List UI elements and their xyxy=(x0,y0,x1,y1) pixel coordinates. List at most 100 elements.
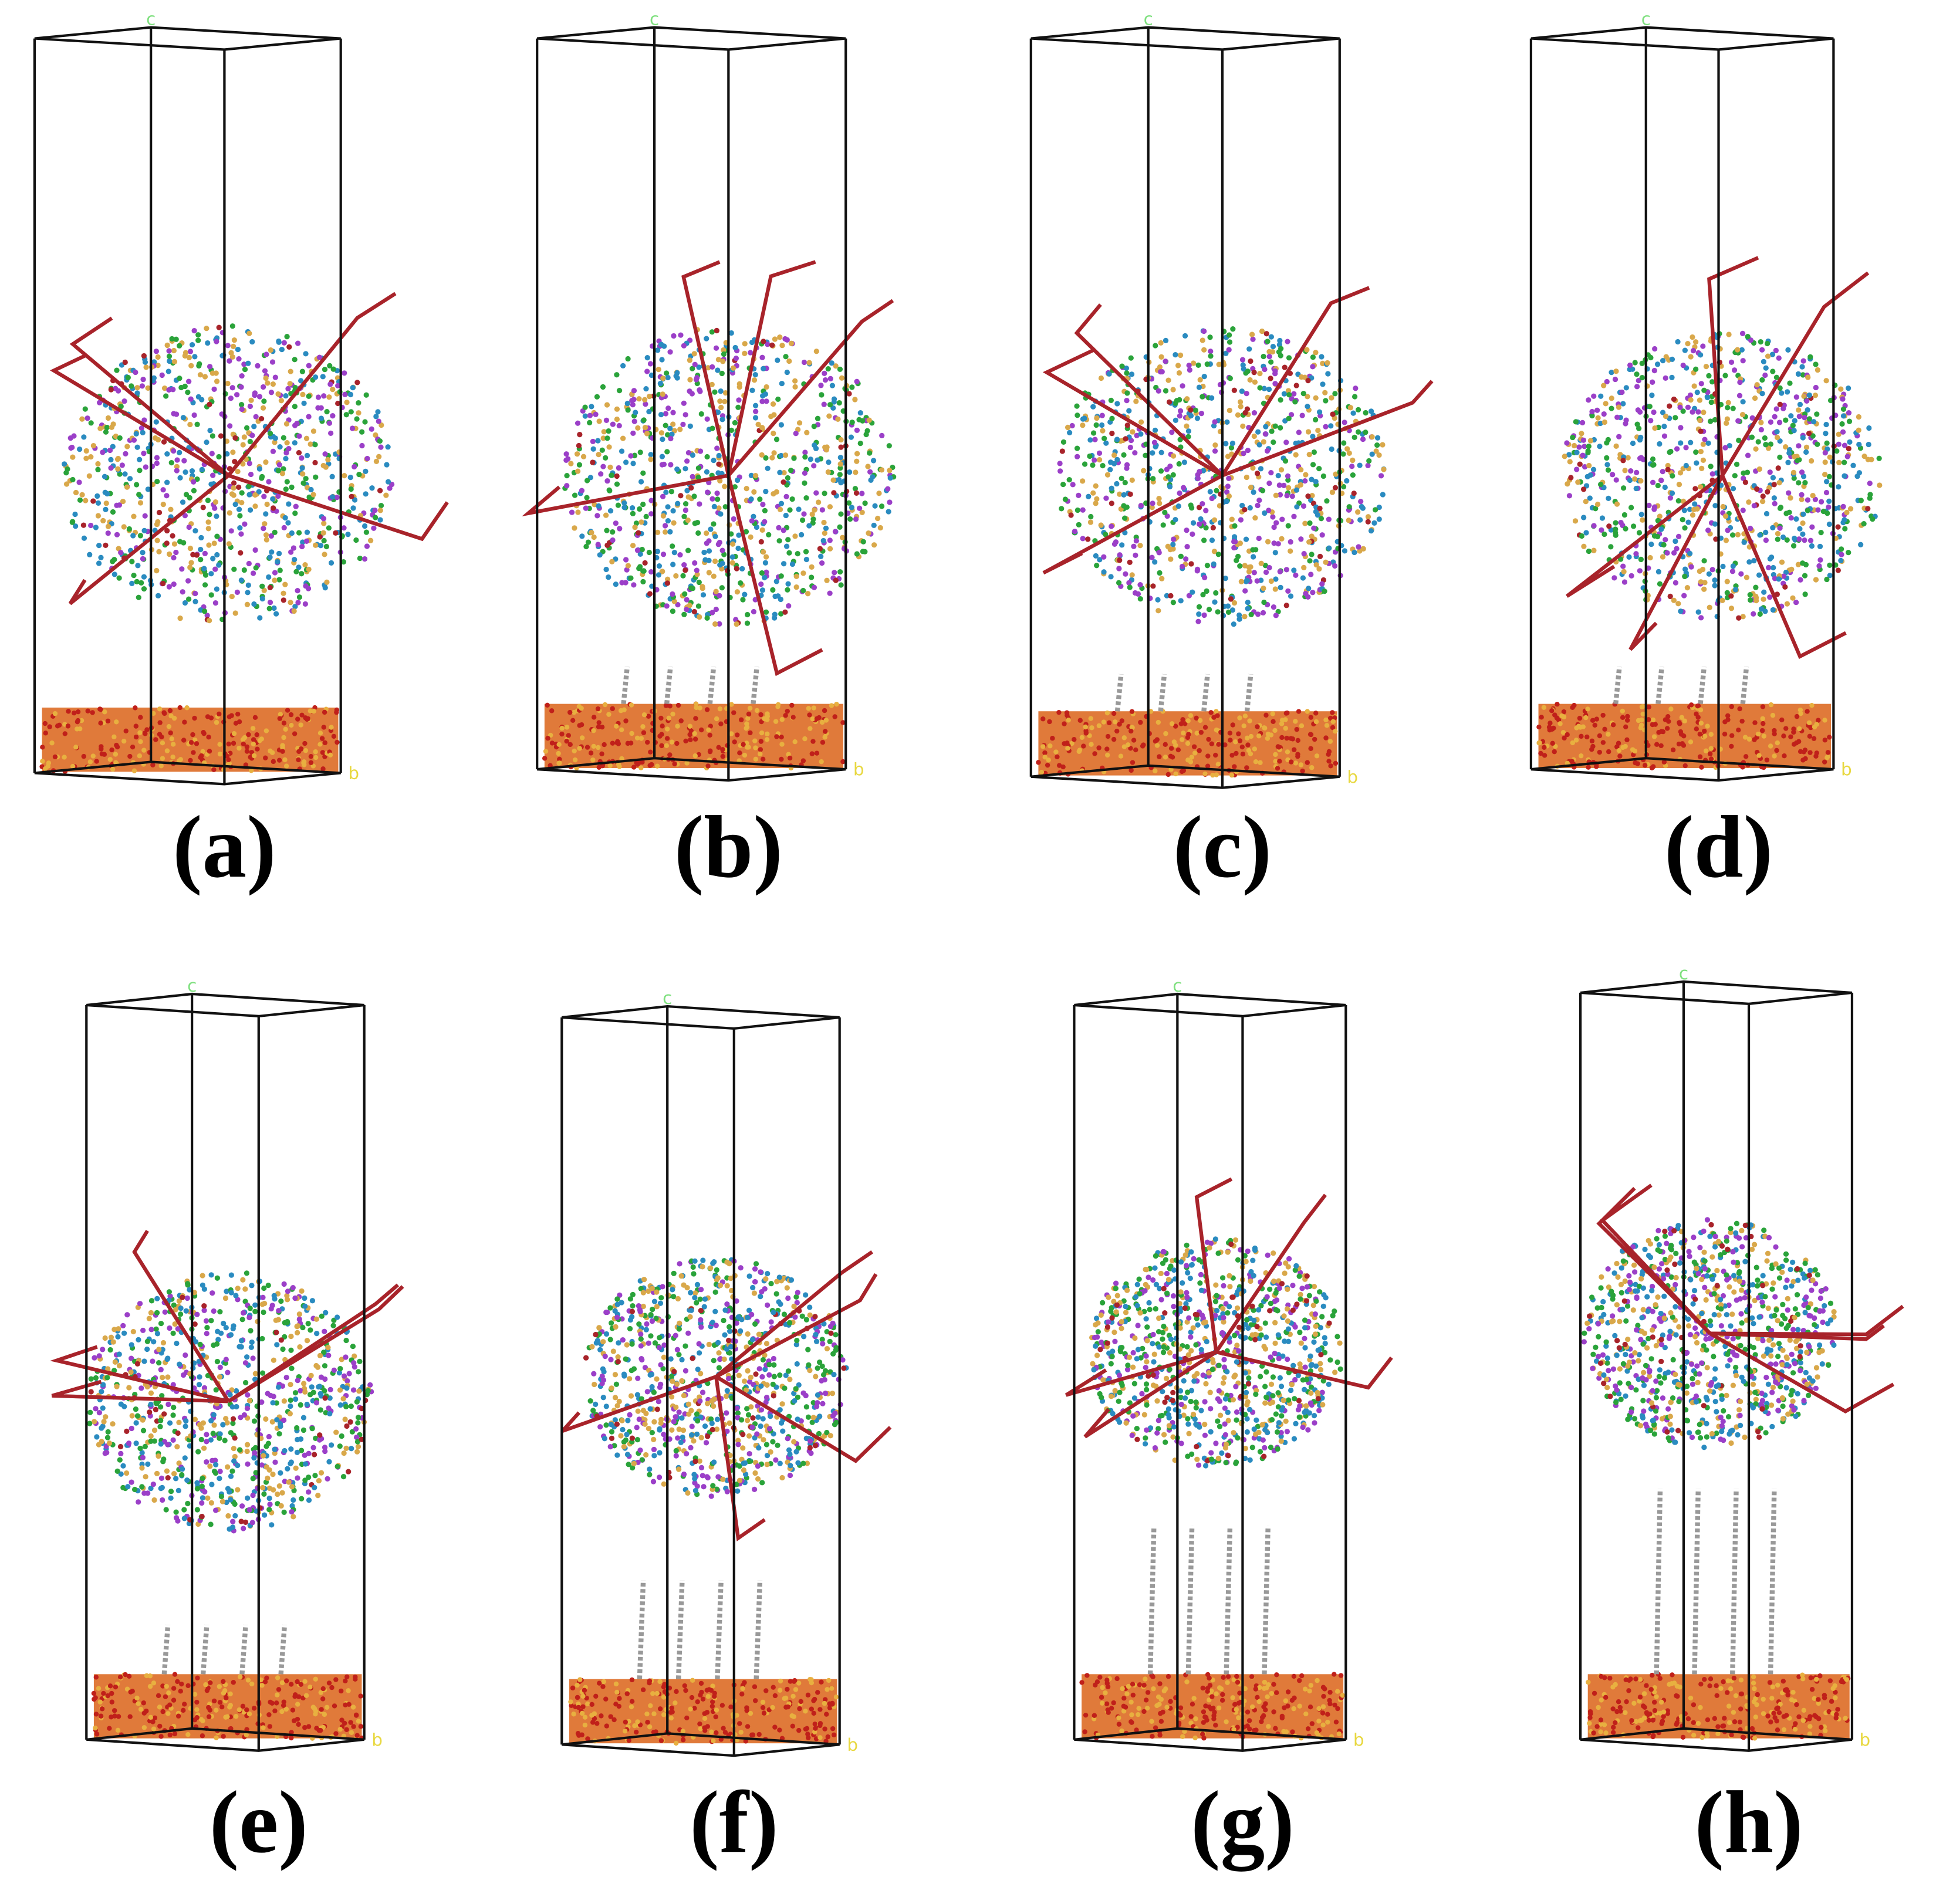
atom xyxy=(231,1680,236,1685)
atom xyxy=(1341,440,1347,446)
atom xyxy=(1585,706,1590,712)
atom xyxy=(788,468,794,474)
atom xyxy=(245,582,251,588)
atom xyxy=(1368,528,1374,534)
atom xyxy=(641,397,648,403)
atom xyxy=(739,566,745,571)
atom xyxy=(1850,462,1856,468)
atom xyxy=(614,406,620,412)
atom xyxy=(187,495,192,500)
atom xyxy=(688,737,693,742)
atom xyxy=(105,523,112,529)
atom xyxy=(377,488,383,493)
atom xyxy=(167,358,173,364)
atom xyxy=(671,598,677,604)
atom xyxy=(239,373,245,379)
atom xyxy=(762,508,768,514)
atom xyxy=(323,543,330,550)
atom xyxy=(1323,735,1329,740)
atom xyxy=(346,1688,351,1693)
atom xyxy=(315,394,322,400)
atom xyxy=(1060,481,1066,488)
atom xyxy=(824,577,830,583)
atom xyxy=(1609,370,1614,376)
atom xyxy=(717,706,723,712)
atom xyxy=(1768,743,1773,749)
atom xyxy=(619,448,625,454)
ligand xyxy=(621,667,630,705)
atom xyxy=(195,1675,200,1681)
atom xyxy=(292,510,298,516)
atom xyxy=(140,377,146,383)
atom xyxy=(589,529,594,536)
atom xyxy=(675,723,680,729)
atom xyxy=(786,358,792,364)
atom xyxy=(1610,472,1616,478)
atom xyxy=(1046,757,1051,763)
atom xyxy=(604,402,610,408)
atom xyxy=(1822,472,1828,478)
atom xyxy=(1752,737,1757,742)
atom xyxy=(97,706,103,712)
atom xyxy=(675,500,681,506)
atom xyxy=(1279,735,1285,740)
atom xyxy=(1327,739,1333,744)
atom xyxy=(1762,372,1768,378)
atom xyxy=(232,501,238,508)
atom xyxy=(251,753,257,759)
atom xyxy=(1300,391,1306,397)
atom xyxy=(1763,441,1769,448)
atom xyxy=(76,479,82,485)
atom xyxy=(677,427,683,432)
atom xyxy=(599,751,604,757)
atom xyxy=(757,496,763,502)
atom xyxy=(1296,709,1302,714)
atom xyxy=(1640,711,1646,717)
atom xyxy=(628,453,634,459)
atom xyxy=(823,447,829,453)
atom xyxy=(1777,505,1783,512)
atom xyxy=(166,387,172,393)
atom xyxy=(771,430,776,437)
atom xyxy=(1111,541,1118,547)
atom xyxy=(590,446,596,452)
atom xyxy=(758,751,763,757)
atom xyxy=(1214,709,1219,714)
atom xyxy=(815,415,821,421)
atom xyxy=(744,485,749,492)
atom xyxy=(887,468,893,474)
atom xyxy=(1729,704,1734,709)
atom xyxy=(283,486,289,492)
atom xyxy=(705,763,711,769)
atom xyxy=(71,710,77,716)
atom xyxy=(302,562,308,568)
atom xyxy=(1066,430,1073,435)
atom xyxy=(276,462,282,468)
atom xyxy=(343,1678,348,1684)
atom xyxy=(1722,513,1729,519)
atom xyxy=(599,724,605,730)
atom xyxy=(886,509,891,515)
atom xyxy=(1283,567,1290,573)
atom xyxy=(1349,464,1355,469)
atom xyxy=(584,745,590,750)
atom xyxy=(1291,747,1297,752)
atom xyxy=(1322,588,1327,594)
atom xyxy=(291,1718,297,1723)
atom xyxy=(1360,505,1366,511)
atom xyxy=(1557,721,1563,726)
atom xyxy=(160,502,166,508)
atom xyxy=(1815,367,1821,373)
atom xyxy=(1158,354,1164,360)
atom xyxy=(178,1689,183,1694)
atom xyxy=(697,387,702,393)
atom xyxy=(1660,468,1665,475)
axis-label-c: c xyxy=(1144,9,1153,29)
atom xyxy=(1247,377,1253,383)
atom xyxy=(1308,571,1314,577)
atom xyxy=(1342,420,1347,425)
atom xyxy=(763,489,769,495)
atom xyxy=(1108,397,1114,404)
atom xyxy=(1311,449,1317,455)
atom xyxy=(126,526,133,532)
